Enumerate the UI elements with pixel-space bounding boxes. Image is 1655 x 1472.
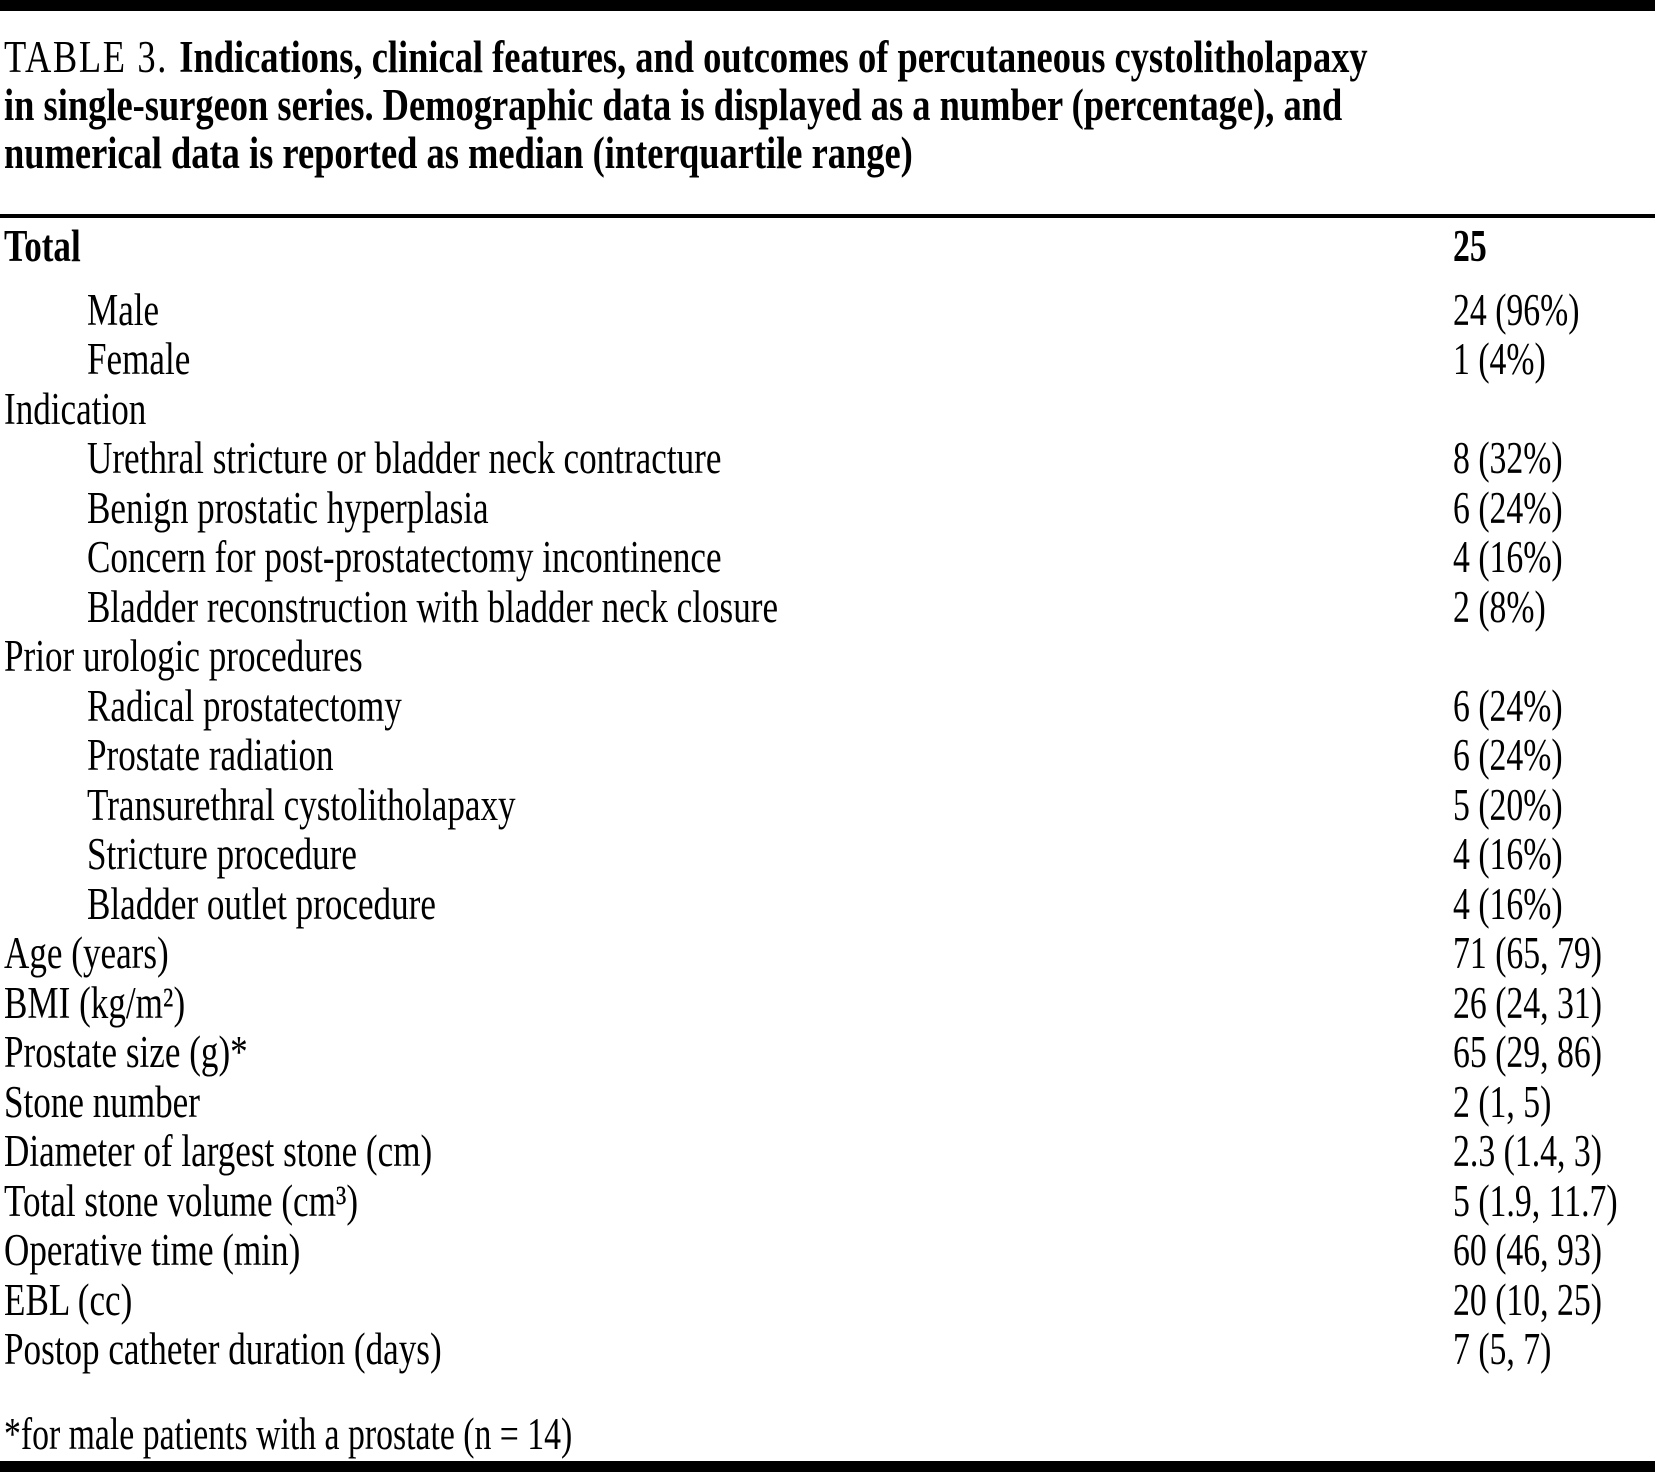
row-value: 2 (1, 5)	[1453, 1076, 1552, 1127]
row-label: Bladder outlet procedure	[87, 878, 436, 929]
table-row: Total stone volume (cm³) 5 (1.9, 11.7)	[0, 1175, 1655, 1227]
row-label: Stricture procedure	[87, 829, 357, 879]
row-value: 4 (16%)	[1453, 829, 1563, 879]
row-label: Prostate radiation	[87, 730, 334, 780]
row-label: Indication	[4, 383, 147, 434]
row-value: 26 (24, 31)	[1453, 977, 1603, 1028]
table-row: Prostate radiation 6 (24%)	[0, 730, 1655, 781]
row-value: 4 (16%)	[1453, 532, 1563, 582]
row-label: Transurethral cystolitholapaxy	[87, 779, 516, 830]
row-label: Stone number	[4, 1076, 200, 1127]
header-rule	[0, 214, 1655, 218]
row-value: 6 (24%)	[1453, 680, 1563, 731]
table-row: Prior urologic procedures	[0, 631, 1655, 682]
row-label: Prior urologic procedures	[4, 631, 363, 681]
row-value: 2.3 (1.4, 3)	[1453, 1126, 1603, 1176]
caption-text-1: Indications, clinical features, and outc…	[179, 32, 1368, 82]
row-value: 4 (16%)	[1453, 878, 1563, 929]
row-value: 5 (20%)	[1453, 779, 1563, 830]
table-row: Radical prostatectomy 6 (24%)	[0, 680, 1655, 732]
table-row: Bladder reconstruction with bladder neck…	[0, 581, 1655, 633]
table-row: Total 25	[0, 221, 1655, 272]
row-label: Radical prostatectomy	[87, 680, 402, 731]
row-label: Total	[4, 221, 81, 271]
table-row: Female 1 (4%)	[0, 334, 1655, 385]
table-row: Operative time (min) 60 (46, 93)	[0, 1225, 1655, 1276]
row-label: Postop catheter duration (days)	[4, 1324, 442, 1374]
table-row: Male 24 (96%)	[0, 284, 1655, 336]
table-row: EBL (cc) 20 (10, 25)	[0, 1274, 1655, 1326]
row-value: 5 (1.9, 11.7)	[1453, 1175, 1618, 1226]
table-row: Stricture procedure 4 (16%)	[0, 829, 1655, 880]
row-value: 24 (96%)	[1453, 284, 1580, 335]
row-value: 60 (46, 93)	[1453, 1225, 1603, 1275]
table-row: Diameter of largest stone (cm) 2.3 (1.4, …	[0, 1126, 1655, 1177]
caption-line-3: numerical data is reported as median (in…	[4, 128, 913, 178]
bottom-rule	[0, 1461, 1655, 1472]
row-value: 7 (5, 7)	[1453, 1324, 1552, 1374]
table-row: Postop catheter duration (days) 7 (5, 7)	[0, 1324, 1655, 1375]
row-value: 65 (29, 86)	[1453, 1027, 1603, 1077]
row-label: Total stone volume (cm³)	[4, 1175, 359, 1226]
footnote: *for male patients with a prostate (n = …	[4, 1409, 573, 1459]
row-value: 8 (32%)	[1453, 433, 1563, 483]
row-label: Male	[87, 284, 160, 335]
row-label: Bladder reconstruction with bladder neck…	[87, 581, 779, 632]
row-value: 1 (4%)	[1453, 334, 1546, 384]
table-row: BMI (kg/m²) 26 (24, 31)	[0, 977, 1655, 1029]
table-row: Prostate size (g)* 65 (29, 86)	[0, 1027, 1655, 1078]
row-label: Operative time (min)	[4, 1225, 301, 1275]
table-number-label: TABLE 3.	[4, 32, 168, 82]
row-value: 71 (65, 79)	[1453, 928, 1603, 978]
row-label: Diameter of largest stone (cm)	[4, 1126, 433, 1176]
row-label: Urethral stricture or bladder neck contr…	[87, 433, 722, 483]
row-label: BMI (kg/m²)	[4, 977, 186, 1028]
row-label: Female	[87, 334, 191, 384]
table-body: Total 25 Male 24 (96%) Female 1 (4%) Indicatio…	[0, 221, 1655, 1375]
row-label: Prostate size (g)*	[4, 1027, 248, 1077]
table-row: Age (years) 71 (65, 79)	[0, 928, 1655, 979]
table-row: Bladder outlet procedure 4 (16%)	[0, 878, 1655, 930]
table-row: Stone number 2 (1, 5)	[0, 1076, 1655, 1128]
caption-line-1: TABLE 3. Indications, clinical features, …	[4, 33, 1655, 81]
top-rule	[0, 0, 1655, 11]
row-label: Benign prostatic hyperplasia	[87, 482, 489, 533]
row-value: 6 (24%)	[1453, 482, 1563, 533]
row-value: 25	[1453, 221, 1487, 271]
table-row: Indication	[0, 383, 1655, 435]
caption-line-2: in single-surgeon series. Demographic da…	[4, 80, 1343, 130]
table-row: Urethral stricture or bladder neck contr…	[0, 433, 1655, 484]
row-label: Age (years)	[4, 928, 169, 978]
row-value: 2 (8%)	[1453, 581, 1546, 632]
table-row: Transurethral cystolitholapaxy 5 (20%)	[0, 779, 1655, 831]
row-value: 20 (10, 25)	[1453, 1274, 1603, 1325]
row-label: EBL (cc)	[4, 1274, 133, 1325]
row-value: 6 (24%)	[1453, 730, 1563, 780]
table-row: Benign prostatic hyperplasia 6 (24%)	[0, 482, 1655, 534]
table-row: Concern for post-prostatectomy incontine…	[0, 532, 1655, 583]
row-label: Concern for post-prostatectomy incontine…	[87, 532, 722, 582]
table-caption: TABLE 3. Indications, clinical features, …	[4, 33, 1655, 177]
